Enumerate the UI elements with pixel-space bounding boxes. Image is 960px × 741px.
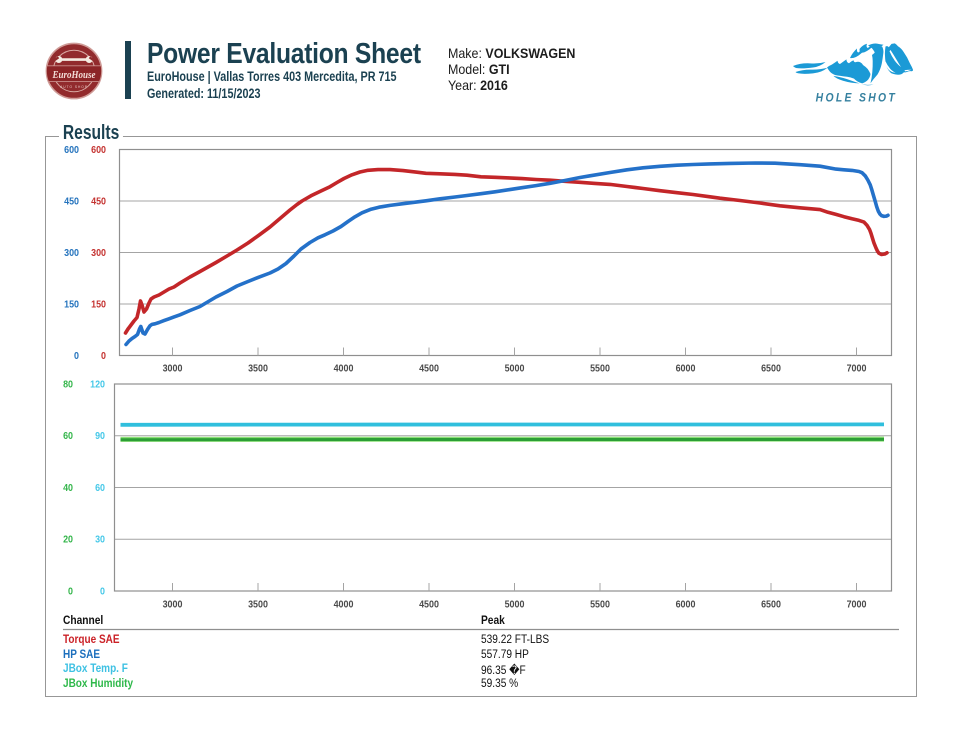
svg-text:3500: 3500 (248, 599, 268, 611)
svg-text:60: 60 (63, 431, 73, 443)
svg-text:6500: 6500 (761, 363, 781, 375)
svg-text:6500: 6500 (761, 599, 781, 611)
svg-text:5000: 5000 (505, 599, 525, 611)
svg-text:80: 80 (63, 379, 73, 391)
svg-text:300: 300 (91, 247, 106, 259)
svg-text:3000: 3000 (163, 363, 183, 375)
svg-text:0: 0 (101, 350, 106, 362)
svg-text:90: 90 (95, 431, 105, 443)
svg-text:7000: 7000 (847, 363, 867, 375)
svg-text:0: 0 (68, 586, 73, 598)
svg-text:5000: 5000 (505, 363, 525, 375)
svg-text:450: 450 (91, 196, 106, 208)
svg-text:7000: 7000 (847, 599, 867, 611)
svg-text:120: 120 (90, 379, 105, 391)
svg-text:5500: 5500 (590, 599, 610, 611)
svg-text:EuroHouse: EuroHouse (52, 69, 96, 81)
svg-text:0: 0 (100, 586, 105, 598)
svg-text:450: 450 (64, 196, 79, 208)
svg-text:0: 0 (74, 350, 79, 362)
svg-text:20: 20 (63, 534, 73, 546)
svg-text:300: 300 (64, 247, 79, 259)
svg-text:600: 600 (91, 144, 106, 156)
svg-text:4000: 4000 (334, 363, 354, 375)
svg-text:AUTO SHOP: AUTO SHOP (60, 85, 88, 89)
svg-text:HOLE SHOT: HOLE SHOT (816, 92, 897, 105)
svg-text:6000: 6000 (676, 599, 696, 611)
svg-text:5500: 5500 (590, 363, 610, 375)
svg-text:3000: 3000 (163, 599, 183, 611)
svg-text:4500: 4500 (419, 363, 439, 375)
svg-text:6000: 6000 (676, 363, 696, 375)
svg-text:40: 40 (63, 482, 73, 494)
svg-text:600: 600 (64, 144, 79, 156)
svg-text:4000: 4000 (334, 599, 354, 611)
svg-text:3500: 3500 (248, 363, 268, 375)
svg-text:150: 150 (91, 299, 106, 311)
svg-text:60: 60 (95, 482, 105, 494)
svg-text:30: 30 (95, 534, 105, 546)
svg-text:4500: 4500 (419, 599, 439, 611)
svg-text:150: 150 (64, 299, 79, 311)
